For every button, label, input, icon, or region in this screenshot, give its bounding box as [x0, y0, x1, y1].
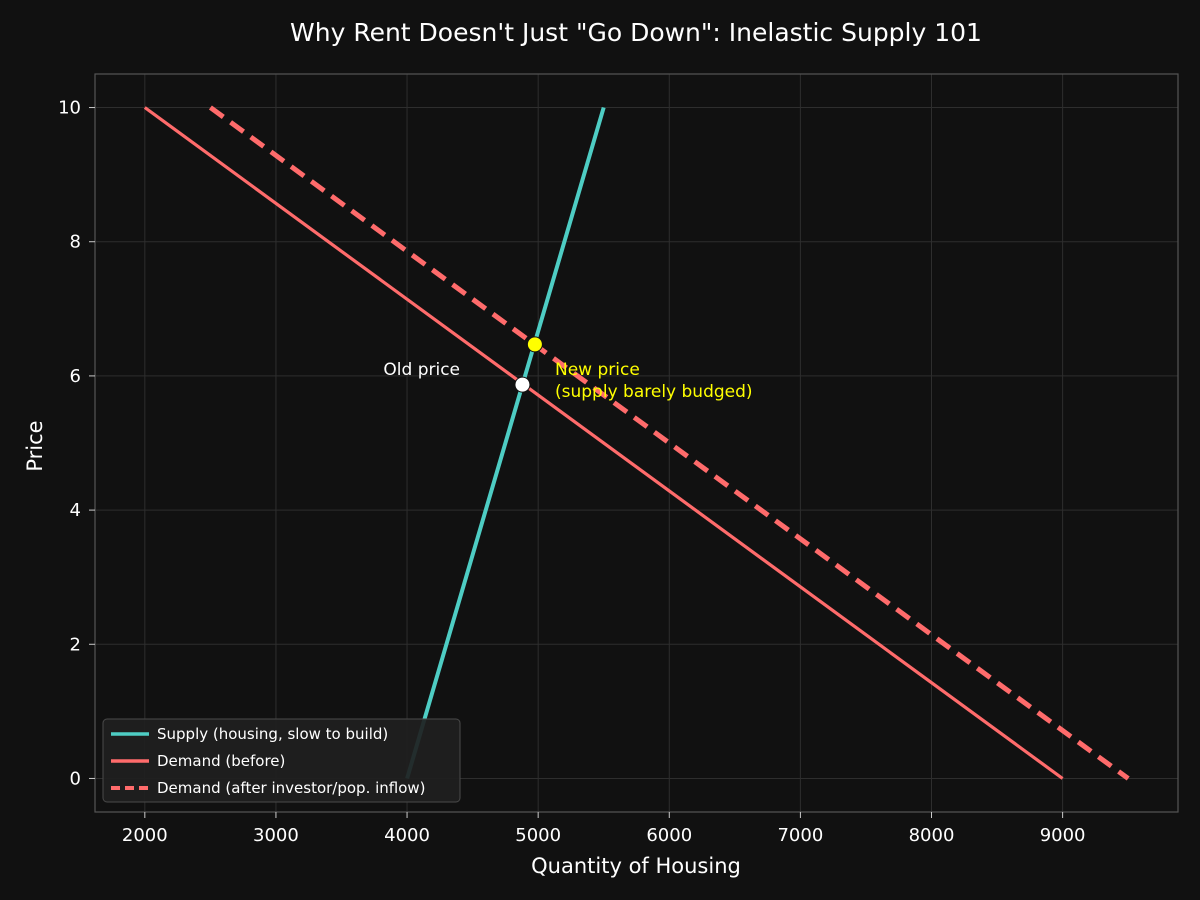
- x-tick-label: 3000: [253, 825, 299, 846]
- demand-before-line: [143, 106, 1064, 780]
- legend-entry-demand-after: Demand (after investor/pop. inflow): [157, 779, 426, 797]
- chart-title: Why Rent Doesn't Just "Go Down": Inelast…: [290, 18, 982, 47]
- x-tick-label: 8000: [909, 825, 955, 846]
- legend-entry-demand-before: Demand (before): [157, 752, 285, 770]
- old-equilibrium-point: [514, 376, 531, 393]
- y-tick-label: 2: [70, 634, 81, 655]
- y-axis-label: Price: [23, 420, 47, 471]
- x-tick-label: 5000: [515, 825, 561, 846]
- new-price-subnote: (supply barely budged): [555, 382, 753, 402]
- axes-frame: [94, 73, 1179, 813]
- new-price-annotation: New price: [555, 360, 640, 380]
- x-axis-label: Quantity of Housing: [531, 854, 741, 878]
- x-tick-label: 2000: [122, 825, 168, 846]
- y-tick-label: 6: [70, 366, 81, 387]
- x-tick-label: 7000: [777, 825, 823, 846]
- plot-area: 2000 3000 4000 5000 6000 7000 8000 9000 0 2 4 6 8 10 O…: [58, 73, 1179, 846]
- supply-line: [405, 106, 606, 780]
- x-tick-label: 6000: [646, 825, 692, 846]
- demand-after-line: [208, 105, 1130, 781]
- legend: Supply (housing, slow to build) Demand (b…: [102, 718, 461, 803]
- x-tick-label: 9000: [1040, 825, 1086, 846]
- legend-box: [102, 718, 461, 803]
- old-price-annotation: Old price: [383, 360, 460, 380]
- legend-entry-supply: Supply (housing, slow to build): [157, 725, 388, 743]
- plot-background: [95, 74, 1178, 812]
- y-tick-label: 0: [70, 768, 81, 789]
- new-equilibrium-point: [526, 336, 543, 353]
- y-tick-label: 4: [70, 500, 81, 521]
- y-tick-label: 8: [70, 232, 81, 253]
- y-tick-label: 10: [58, 98, 81, 119]
- x-tick-label: 4000: [384, 825, 430, 846]
